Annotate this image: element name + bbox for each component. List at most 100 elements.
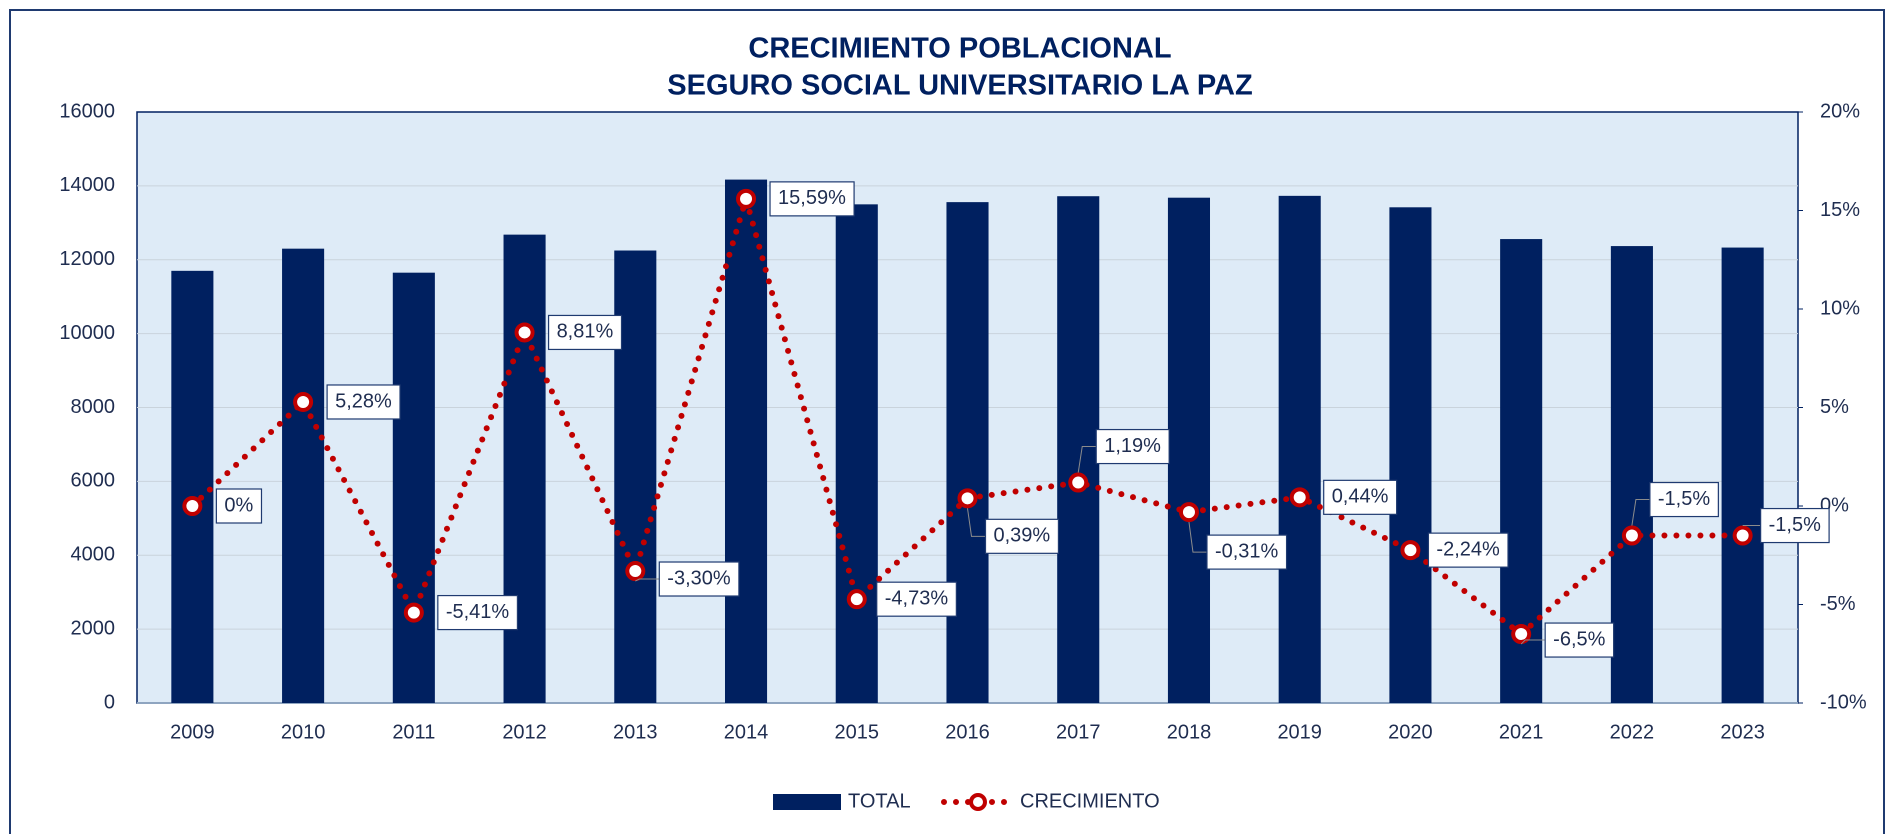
data-label: 1,19%	[1104, 435, 1161, 457]
data-label: 0%	[224, 494, 253, 516]
bar	[1389, 207, 1432, 703]
x-tick-label: 2012	[502, 721, 547, 743]
marker	[625, 561, 646, 582]
y2-tick-label: -10%	[1820, 691, 1867, 713]
y2-tick-label: 10%	[1820, 297, 1860, 319]
y2-tick-label: 5%	[1820, 396, 1849, 418]
x-tick-label: 2009	[170, 721, 215, 743]
data-label: 8,81%	[557, 321, 614, 343]
y-tick-label: 16000	[59, 100, 115, 122]
leader-line	[1631, 499, 1650, 526]
x-tick-label: 2011	[392, 721, 435, 743]
data-label: -5,41%	[446, 601, 510, 623]
data-label: 0,44%	[1332, 486, 1389, 508]
data-label: 0,39%	[994, 525, 1051, 547]
bar	[1278, 195, 1321, 703]
y-tick-label: 0	[104, 691, 115, 713]
y-tick-label: 8000	[71, 396, 116, 418]
x-tick-label: 2014	[724, 721, 769, 743]
data-label-box	[326, 384, 401, 420]
chart-title: CRECIMIENTO POBLACIONAL	[748, 33, 1171, 65]
marker	[1289, 487, 1310, 508]
chart-subtitle: SEGURO SOCIAL UNIVERSITARIO LA PAZ	[667, 70, 1252, 102]
marker	[1621, 525, 1642, 546]
leader-line	[1520, 639, 1546, 645]
y2-tick-label: 15%	[1820, 199, 1860, 221]
y-tick-label: 14000	[59, 174, 115, 196]
data-label: -1,5%	[1769, 514, 1821, 536]
data-label-box	[1760, 507, 1830, 544]
x-tick-label: 2015	[835, 721, 880, 743]
data-label: -6,5%	[1553, 628, 1605, 650]
bar	[724, 179, 768, 703]
leader-line	[635, 578, 660, 582]
bar	[171, 270, 214, 703]
y-tick-label: 2000	[71, 617, 116, 639]
leader-line	[1077, 446, 1097, 473]
bar	[1610, 246, 1653, 703]
bar	[835, 204, 878, 703]
data-label: -0,31%	[1215, 540, 1279, 562]
marker	[1068, 472, 1089, 493]
data-label-box	[215, 488, 263, 524]
data-label-box	[1323, 479, 1398, 515]
data-label-box	[437, 594, 519, 631]
data-label: 5,28%	[335, 390, 392, 412]
marker	[1511, 624, 1532, 645]
x-tick-label: 2016	[945, 721, 990, 743]
bar	[282, 248, 325, 703]
bar	[392, 272, 435, 703]
marker	[293, 391, 314, 412]
x-tick-label: 2010	[281, 721, 326, 743]
bar	[1167, 197, 1211, 703]
marker	[1400, 540, 1421, 561]
legend-swatch	[969, 793, 987, 811]
y2-tick-label: 20%	[1820, 100, 1860, 122]
data-label-box	[1649, 481, 1719, 518]
data-label-box	[1206, 534, 1288, 570]
data-label-box	[769, 181, 855, 217]
data-label-box	[1427, 532, 1509, 568]
legend-label: TOTAL	[848, 790, 911, 812]
y-tick-label: 12000	[59, 248, 115, 270]
marker	[182, 496, 203, 516]
data-label-box	[658, 561, 740, 597]
bar	[1721, 247, 1764, 704]
marker	[514, 322, 535, 343]
x-tick-label: 2018	[1167, 721, 1212, 743]
marker	[957, 488, 978, 509]
bar	[946, 202, 989, 703]
data-label: -3,30%	[667, 567, 731, 589]
y2-tick-label: -5%	[1820, 593, 1856, 615]
data-label-box	[876, 581, 957, 617]
data-label: -4,73%	[885, 587, 949, 609]
data-label: 15,59%	[778, 187, 846, 209]
x-tick-label: 2020	[1388, 721, 1433, 743]
x-tick-label: 2021	[1499, 721, 1544, 743]
marker	[1732, 525, 1753, 546]
leader-line	[967, 508, 986, 537]
x-tick-label: 2023	[1720, 721, 1765, 743]
data-label-box	[1095, 428, 1170, 465]
legend-swatch	[773, 794, 841, 810]
data-label-box	[547, 314, 623, 351]
x-tick-label: 2017	[1056, 721, 1101, 743]
marker	[1178, 502, 1199, 523]
data-label-box	[1544, 622, 1615, 658]
x-tick-label: 2022	[1610, 721, 1655, 743]
bar	[1057, 196, 1100, 703]
x-tick-label: 2019	[1277, 721, 1322, 743]
marker	[403, 602, 424, 623]
y-tick-label: 6000	[71, 470, 116, 492]
marker	[736, 188, 757, 209]
x-tick-label: 2013	[613, 721, 658, 743]
legend-label: CRECIMIENTO	[1020, 790, 1160, 812]
leader-line	[1188, 522, 1207, 553]
y-tick-label: 4000	[71, 544, 116, 566]
y-tick-label: 10000	[59, 322, 115, 344]
bar	[503, 234, 546, 703]
data-label: -1,5%	[1658, 488, 1710, 510]
data-label-box	[984, 518, 1060, 554]
marker	[846, 589, 867, 610]
